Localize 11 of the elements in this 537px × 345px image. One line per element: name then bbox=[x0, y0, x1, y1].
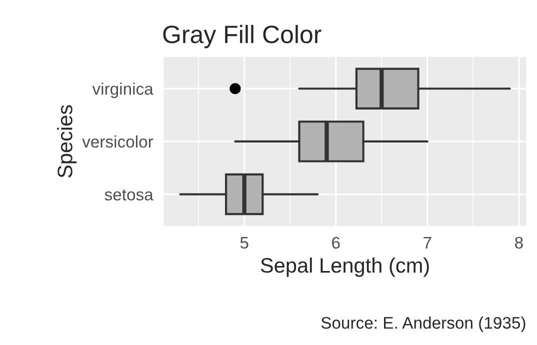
y-axis-title: Species bbox=[57, 105, 77, 178]
x-tick-label: 8 bbox=[515, 236, 523, 249]
x-tick-label: 5 bbox=[240, 237, 248, 249]
x-tick-label: 7 bbox=[424, 237, 432, 248]
source-note: Source: E. Anderson (1935) bbox=[321, 316, 526, 332]
x-axis-title: Sepal Length (cm) bbox=[260, 257, 429, 277]
y-tick-label: virginica bbox=[92, 82, 154, 98]
chart-title: Gray Fill Color bbox=[163, 24, 322, 48]
y-tick-label: versicolor bbox=[82, 135, 154, 148]
y-tick-label: setosa bbox=[104, 190, 154, 200]
x-tick-label: 6 bbox=[332, 236, 340, 249]
